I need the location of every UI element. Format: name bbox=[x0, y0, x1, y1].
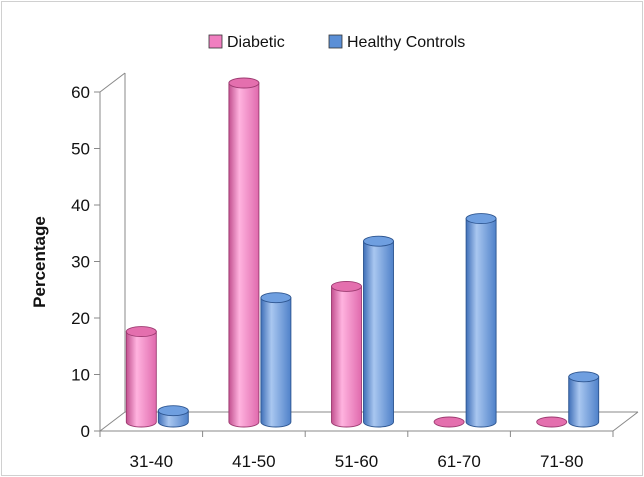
x-tick-label: 61-70 bbox=[437, 452, 480, 471]
x-tick-label: 41-50 bbox=[232, 452, 275, 471]
y-tick-label: 60 bbox=[71, 83, 90, 102]
bar-body bbox=[228, 82, 260, 428]
bar-cap bbox=[536, 416, 568, 428]
bar-body bbox=[260, 297, 292, 428]
legend-label-healthy-controls: Healthy Controls bbox=[347, 34, 465, 51]
y-tick-label: 30 bbox=[71, 253, 90, 272]
y-tick-label: 20 bbox=[71, 309, 90, 328]
bar-cap bbox=[568, 371, 600, 383]
bar-healthy-controls-71-80 bbox=[568, 371, 600, 428]
bar-cap bbox=[465, 213, 497, 225]
bar-diabetic-31-40 bbox=[125, 326, 157, 428]
legend-swatch-healthy bbox=[328, 34, 343, 49]
y-tick-label: 40 bbox=[71, 196, 90, 215]
bar-body bbox=[363, 240, 394, 428]
bar-healthy-controls-61-70 bbox=[465, 213, 497, 428]
bar-cap bbox=[363, 235, 394, 247]
bar-cap bbox=[125, 326, 157, 338]
bar-diabetic-61-70 bbox=[433, 416, 465, 428]
bar-body bbox=[465, 218, 497, 428]
bar-cap bbox=[228, 77, 260, 89]
bar-healthy-controls-41-50 bbox=[260, 292, 292, 428]
x-tick-label: 31-40 bbox=[130, 452, 173, 471]
legend-label-diabetic: Diabetic bbox=[227, 34, 285, 51]
bar-cap bbox=[260, 292, 292, 304]
floor-left-edge bbox=[99, 411, 126, 432]
bar-body bbox=[331, 285, 362, 428]
bar-diabetic-41-50 bbox=[228, 77, 260, 428]
legend-swatch-diabetic bbox=[208, 34, 223, 49]
bar-cap bbox=[157, 405, 189, 417]
bar-diabetic-71-80 bbox=[536, 416, 568, 428]
x-tick-label: 71-80 bbox=[540, 452, 583, 471]
y-tick-label: 0 bbox=[81, 422, 90, 441]
y-axis-title: Percentage bbox=[30, 216, 49, 308]
x-tick-label: 51-60 bbox=[335, 452, 378, 471]
bar-cap bbox=[433, 416, 465, 428]
y-tick-label: 50 bbox=[71, 140, 90, 159]
floor-right-edge bbox=[612, 411, 639, 432]
bar-diabetic-51-60 bbox=[331, 280, 362, 428]
y-tick-label: 10 bbox=[71, 366, 90, 385]
bar-body bbox=[568, 376, 600, 428]
bar-healthy-controls-31-40 bbox=[157, 405, 189, 428]
y-axis-depth bbox=[99, 72, 126, 93]
bar-body bbox=[125, 331, 157, 428]
legend: Diabetic Healthy Controls bbox=[208, 34, 465, 51]
bar-cap bbox=[331, 280, 362, 292]
bar-healthy-controls-51-60 bbox=[363, 235, 394, 428]
